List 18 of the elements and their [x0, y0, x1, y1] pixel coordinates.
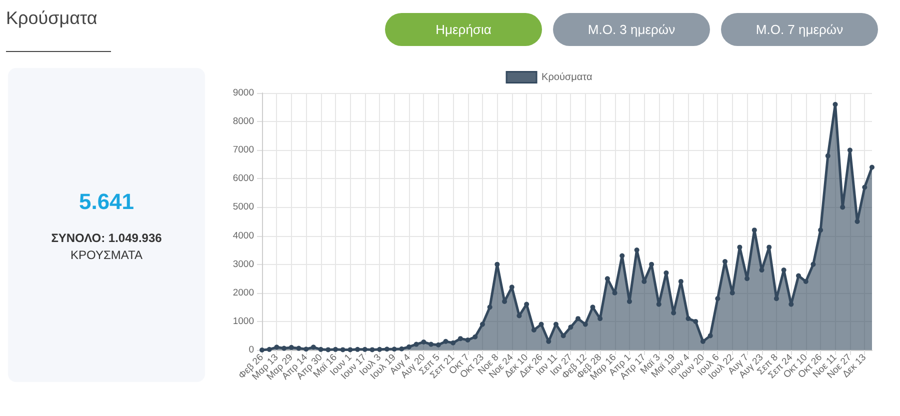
- text: ΣΥΝΟΛΟ: 1.049.936: [51, 230, 162, 244]
- y-tick-label: 1000: [232, 316, 254, 327]
- y-tick-label: 0: [248, 344, 254, 356]
- text: Μ.Ο. 3 ημερών: [553, 13, 710, 46]
- text: Κρούσματα: [6, 8, 98, 29]
- text: Μ.Ο. 7 ημερών: [721, 13, 878, 46]
- y-tick-label: 2000: [232, 287, 254, 298]
- text: ΚΡΟΥΣΜΑΤΑ: [70, 248, 142, 262]
- y-tick-label: 8000: [232, 116, 254, 128]
- text: 5.641: [78, 188, 134, 214]
- y-tick-label: 3000: [232, 258, 254, 270]
- y-tick-label: 6000: [232, 173, 254, 184]
- text: Ημερήσια: [385, 13, 542, 46]
- y-tick-label: 9000: [232, 88, 254, 98]
- legend-label: Κρούσματα: [542, 72, 592, 83]
- y-tick-label: 5000: [232, 202, 254, 213]
- y-tick-label: 7000: [232, 144, 254, 156]
- y-tick-label: 4000: [232, 230, 254, 242]
